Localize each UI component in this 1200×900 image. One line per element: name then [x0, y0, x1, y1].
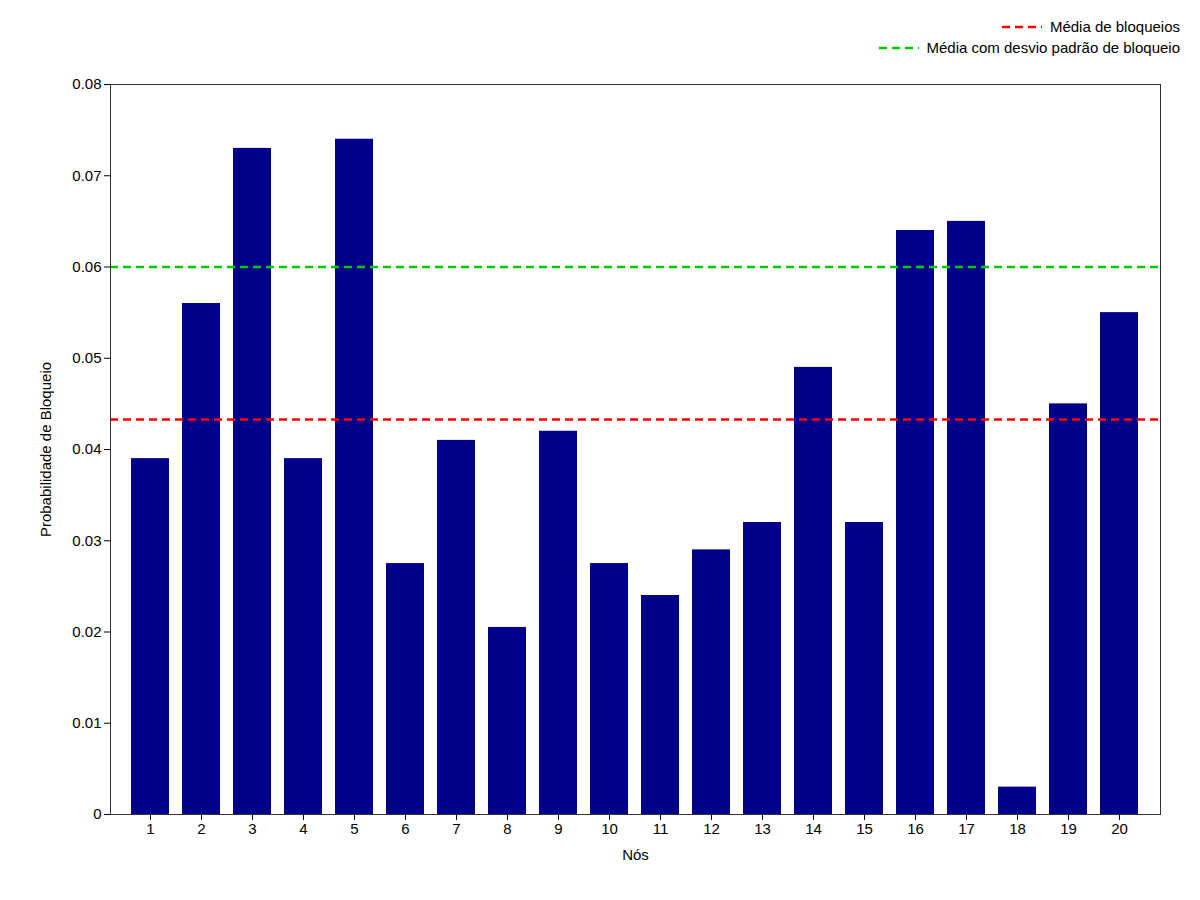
svg-text:12: 12	[703, 820, 720, 837]
svg-text:16: 16	[907, 820, 924, 837]
svg-text:0.05: 0.05	[72, 349, 101, 366]
svg-text:0: 0	[93, 805, 101, 822]
svg-text:0.04: 0.04	[72, 440, 101, 457]
svg-text:17: 17	[958, 820, 975, 837]
svg-text:5: 5	[350, 820, 358, 837]
html-text:Média de bloqueios: Média de bloqueios	[1049, 18, 1180, 35]
svg-text:15: 15	[856, 820, 873, 837]
svg-text:0.02: 0.02	[72, 623, 101, 640]
svg-text:3: 3	[248, 820, 256, 837]
svg-text:0.08: 0.08	[72, 75, 101, 92]
svg-text:11: 11	[653, 820, 669, 837]
svg-text:13: 13	[754, 820, 771, 837]
svg-text:Probabilidade de Bloqueio: Probabilidade de Bloqueio	[37, 362, 54, 537]
svg-text:14: 14	[805, 820, 822, 837]
svg-text:1: 1	[146, 820, 154, 837]
svg-text:0.01: 0.01	[72, 714, 101, 731]
svg-text:2: 2	[197, 820, 205, 837]
svg-text:Nós: Nós	[622, 846, 649, 863]
svg-text:10: 10	[601, 820, 618, 837]
svg-text:4: 4	[299, 820, 307, 837]
svg-text:19: 19	[1060, 820, 1077, 837]
svg-text:6: 6	[401, 820, 409, 837]
svg-text:20: 20	[1111, 820, 1128, 837]
svg-text:18: 18	[1009, 820, 1026, 837]
svg-text:9: 9	[554, 820, 562, 837]
svg-text:0.06: 0.06	[72, 258, 101, 275]
svg-text:7: 7	[452, 820, 460, 837]
svg-text:0.03: 0.03	[72, 532, 101, 549]
svg-text:8: 8	[503, 820, 511, 837]
svg-text:0.07: 0.07	[72, 167, 101, 184]
html-text:Média com desvio padrão de blo: Média com desvio padrão de bloqueio	[926, 39, 1180, 56]
